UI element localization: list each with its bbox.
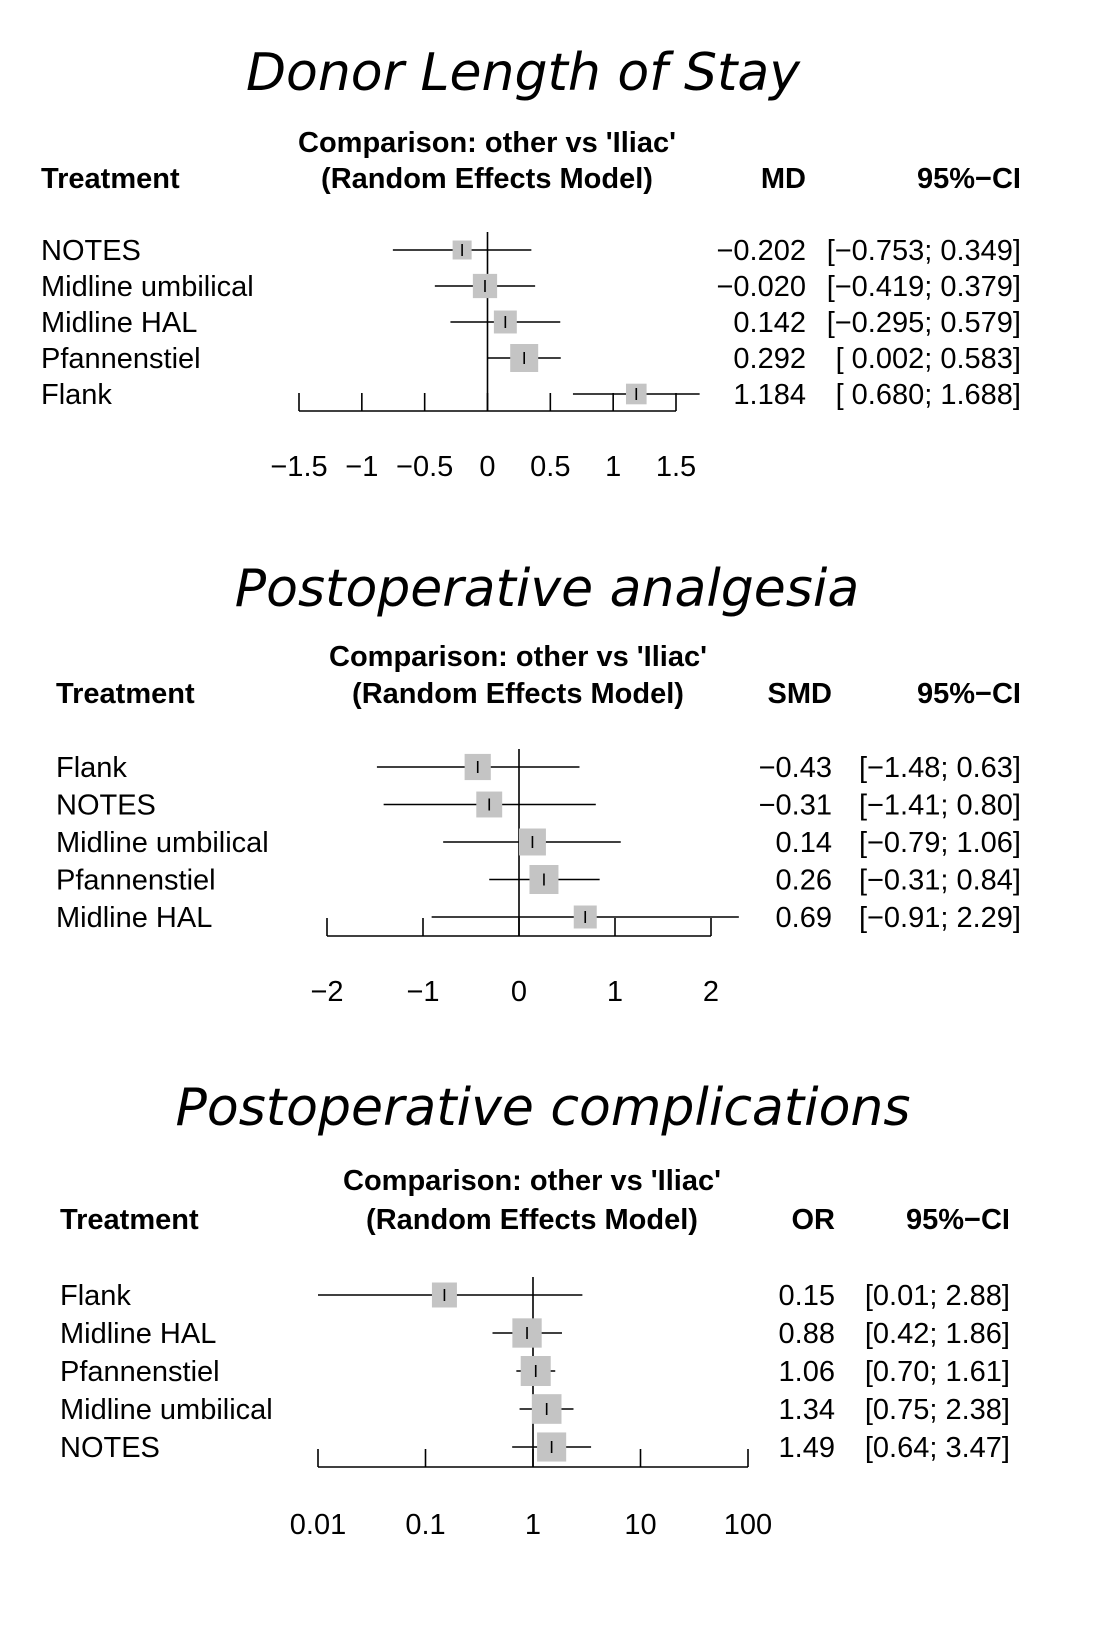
- treatment-label: NOTES: [56, 790, 156, 822]
- x-tick-label: 1: [607, 976, 623, 1008]
- treatment-label: Midline umbilical: [56, 827, 269, 859]
- treatment-label: Midline umbilical: [41, 271, 254, 303]
- treatment-label: Pfannenstiel: [56, 865, 216, 897]
- treatment-label: Pfannenstiel: [60, 1356, 220, 1388]
- forest-panel-3: Postoperative complications Comparison: o…: [60, 1078, 1010, 1541]
- effect-estimate-value: −0.31: [759, 790, 832, 822]
- panel-title: Donor Length of Stay: [246, 43, 801, 103]
- forest-panel-2: Postoperative analgesia Comparison: other…: [56, 559, 1021, 1008]
- confidence-interval-value: [−0.753; 0.349]: [827, 235, 1021, 267]
- model-label: (Random Effects Model): [352, 678, 684, 710]
- treatment-column-header: Treatment: [56, 678, 195, 710]
- comparison-label: Comparison: other vs 'Iliac': [298, 127, 676, 159]
- effect-column-header: MD: [761, 163, 806, 195]
- x-tick-label: 0.01: [290, 1509, 346, 1541]
- confidence-interval-value: [ 0.002; 0.583]: [836, 343, 1021, 375]
- effect-estimate-value: 0.15: [779, 1280, 835, 1312]
- treatment-label: Midline HAL: [60, 1318, 216, 1350]
- forest-panel-1: Donor Length of Stay Comparison: other vs…: [41, 43, 1021, 483]
- treatment-label: Flank: [41, 379, 112, 411]
- x-tick-label: 0: [479, 451, 495, 483]
- effect-estimate-value: 1.184: [733, 379, 806, 411]
- x-tick-label: 0.1: [405, 1509, 445, 1541]
- x-tick-label: −2: [310, 976, 343, 1008]
- x-tick-label: −1.5: [270, 451, 327, 483]
- treatment-label: Midline HAL: [41, 307, 197, 339]
- x-tick-label: 100: [724, 1509, 772, 1541]
- effect-column-header: OR: [792, 1204, 836, 1236]
- effect-column-header: SMD: [768, 678, 832, 710]
- effect-estimate-value: 0.26: [776, 865, 832, 897]
- treatment-label: NOTES: [41, 235, 141, 267]
- x-tick-label: 2: [703, 976, 719, 1008]
- effect-estimate-value: 1.06: [779, 1356, 835, 1388]
- effect-estimate-value: 1.49: [779, 1432, 835, 1464]
- confidence-interval-value: [−0.91; 2.29]: [859, 902, 1021, 934]
- confidence-interval-value: [−1.41; 0.80]: [859, 790, 1021, 822]
- ci-column-header: 95%−CI: [917, 678, 1021, 710]
- effect-estimate-value: 0.69: [776, 902, 832, 934]
- x-tick-label: 1.5: [656, 451, 696, 483]
- x-tick-label: 0: [511, 976, 527, 1008]
- x-tick-label: −1: [345, 451, 378, 483]
- confidence-interval-value: [0.75; 2.38]: [865, 1394, 1010, 1426]
- effect-estimate-value: 0.14: [776, 827, 832, 859]
- model-label: (Random Effects Model): [366, 1204, 698, 1236]
- model-label: (Random Effects Model): [321, 163, 653, 195]
- ci-column-header: 95%−CI: [906, 1204, 1010, 1236]
- effect-estimate-value: −0.202: [716, 235, 806, 267]
- x-tick-label: 0.5: [530, 451, 570, 483]
- treatment-label: Midline umbilical: [60, 1394, 273, 1426]
- confidence-interval-value: [−0.79; 1.06]: [859, 827, 1021, 859]
- effect-estimate-value: −0.020: [716, 271, 806, 303]
- confidence-interval-value: [−1.48; 0.63]: [859, 752, 1021, 784]
- effect-estimate-value: 1.34: [779, 1394, 835, 1426]
- x-tick-label: −0.5: [396, 451, 453, 483]
- effect-estimate-value: −0.43: [759, 752, 832, 784]
- confidence-interval-value: [−0.295; 0.579]: [827, 307, 1021, 339]
- treatment-label: Midline HAL: [56, 902, 212, 934]
- confidence-interval-value: [0.42; 1.86]: [865, 1318, 1010, 1350]
- comparison-label: Comparison: other vs 'Iliac': [329, 641, 707, 673]
- treatment-column-header: Treatment: [41, 163, 180, 195]
- effect-estimate-value: 0.88: [779, 1318, 835, 1350]
- comparison-label: Comparison: other vs 'Iliac': [343, 1165, 721, 1197]
- confidence-interval-value: [−0.31; 0.84]: [859, 865, 1021, 897]
- treatment-label: Flank: [56, 752, 127, 784]
- confidence-interval-value: [0.01; 2.88]: [865, 1280, 1010, 1312]
- x-tick-label: −1: [406, 976, 439, 1008]
- panel-title: Postoperative analgesia: [235, 559, 859, 619]
- confidence-interval-value: [0.70; 1.61]: [865, 1356, 1010, 1388]
- confidence-interval-value: [−0.419; 0.379]: [827, 271, 1021, 303]
- x-tick-label: 1: [605, 451, 621, 483]
- x-tick-label: 1: [525, 1509, 541, 1541]
- panel-title: Postoperative complications: [176, 1078, 911, 1138]
- treatment-column-header: Treatment: [60, 1204, 199, 1236]
- confidence-interval-value: [0.64; 3.47]: [865, 1432, 1010, 1464]
- ci-column-header: 95%−CI: [917, 163, 1021, 195]
- x-tick-label: 10: [624, 1509, 656, 1541]
- treatment-label: NOTES: [60, 1432, 160, 1464]
- treatment-label: Pfannenstiel: [41, 343, 201, 375]
- effect-estimate-value: 0.142: [733, 307, 806, 339]
- effect-estimate-value: 0.292: [733, 343, 806, 375]
- treatment-label: Flank: [60, 1280, 131, 1312]
- confidence-interval-value: [ 0.680; 1.688]: [836, 379, 1021, 411]
